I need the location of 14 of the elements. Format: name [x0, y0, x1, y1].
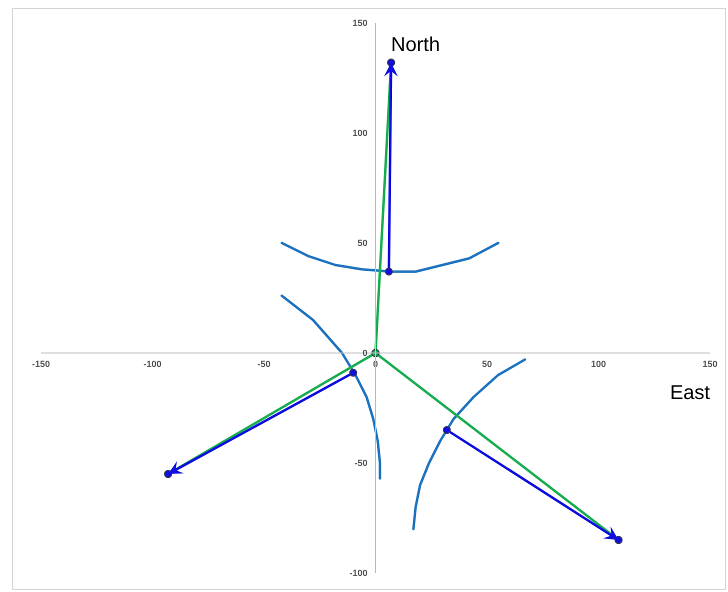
y-axis-title: North [391, 34, 440, 56]
y-tick-label: -100 [349, 568, 368, 578]
x-tick-label: -100 [143, 359, 162, 369]
x-tick-label: 50 [482, 359, 492, 369]
y-tick-label: 50 [357, 238, 368, 248]
x-tick-label: 100 [590, 359, 606, 369]
y-tick-label: 150 [352, 18, 368, 28]
x-tick-label: -50 [257, 359, 271, 369]
y-tick-label: -50 [354, 458, 368, 468]
x-tick-label: -150 [32, 359, 50, 369]
y-tick-label: 0 [362, 348, 368, 358]
y-tick-label: 100 [352, 128, 368, 138]
x-axis-title: East [670, 382, 710, 404]
x-tick-label: 150 [702, 359, 718, 369]
